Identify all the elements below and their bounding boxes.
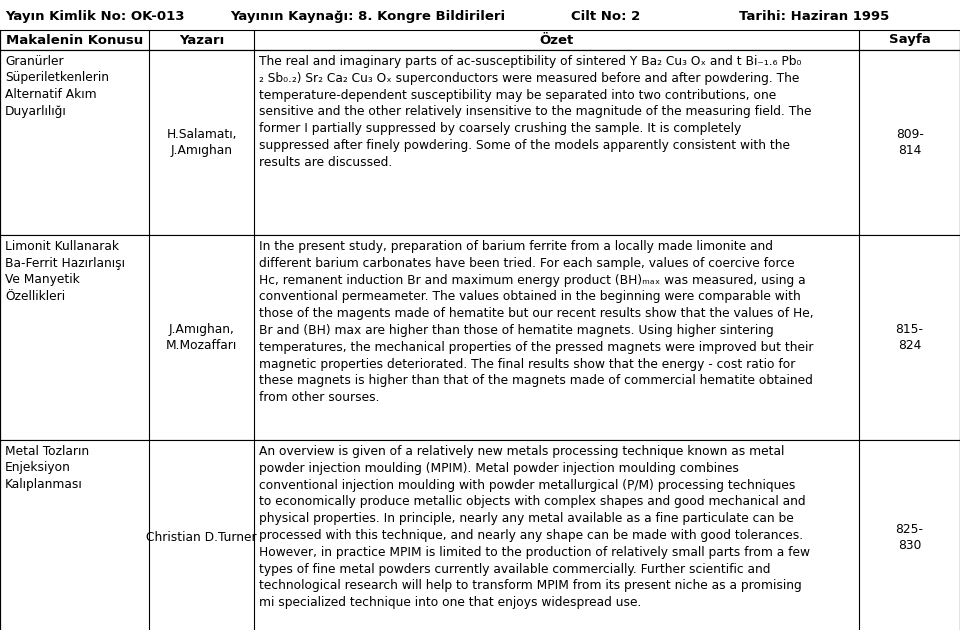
Text: H.Salamatı,
J.Amıghan: H.Salamatı, J.Amıghan — [166, 128, 237, 158]
Text: Granürler
Süperiletkenlerin
Alternatif Akım
Duyarlılığı: Granürler Süperiletkenlerin Alternatif A… — [5, 55, 109, 118]
Bar — [0, 50, 960, 235]
Text: Yayının Kaynağı: 8. Kongre Bildirileri: Yayının Kaynağı: 8. Kongre Bildirileri — [230, 10, 506, 23]
Bar — [0, 440, 960, 630]
Text: 815-
824: 815- 824 — [896, 323, 924, 352]
Text: Limonit Kullanarak
Ba-Ferrit Hazırlanışı
Ve Manyetik
Özellikleri: Limonit Kullanarak Ba-Ferrit Hazırlanışı… — [5, 240, 125, 302]
Bar — [0, 30, 960, 50]
Text: Sayfa: Sayfa — [889, 33, 930, 47]
Text: 825-
830: 825- 830 — [896, 523, 924, 553]
Text: Metal Tozların
Enjeksiyon
Kalıplanması: Metal Tozların Enjeksiyon Kalıplanması — [5, 445, 89, 491]
Text: 809-
814: 809- 814 — [896, 128, 924, 158]
Text: Makalenin Konusu: Makalenin Konusu — [6, 33, 143, 47]
Text: Tarihi: Haziran 1995: Tarihi: Haziran 1995 — [739, 10, 890, 23]
Text: An overview is given of a relatively new metals processing technique known as me: An overview is given of a relatively new… — [259, 445, 810, 609]
Text: The real and imaginary parts of ac-susceptibility of sintered Y Ba₂ Cu₃ Oₓ and t: The real and imaginary parts of ac-susce… — [259, 55, 812, 169]
Text: Özet: Özet — [540, 33, 574, 47]
Text: Yayın Kimlik No: OK-013: Yayın Kimlik No: OK-013 — [5, 10, 184, 23]
Bar — [0, 235, 960, 440]
Text: In the present study, preparation of barium ferrite from a locally made limonite: In the present study, preparation of bar… — [259, 240, 814, 404]
Text: Christian D.Turner: Christian D.Turner — [146, 531, 257, 544]
Text: J.Amıghan,
M.Mozaffarı: J.Amıghan, M.Mozaffarı — [166, 323, 237, 352]
Text: Cilt No: 2: Cilt No: 2 — [571, 10, 640, 23]
Text: Yazarı: Yazarı — [179, 33, 225, 47]
